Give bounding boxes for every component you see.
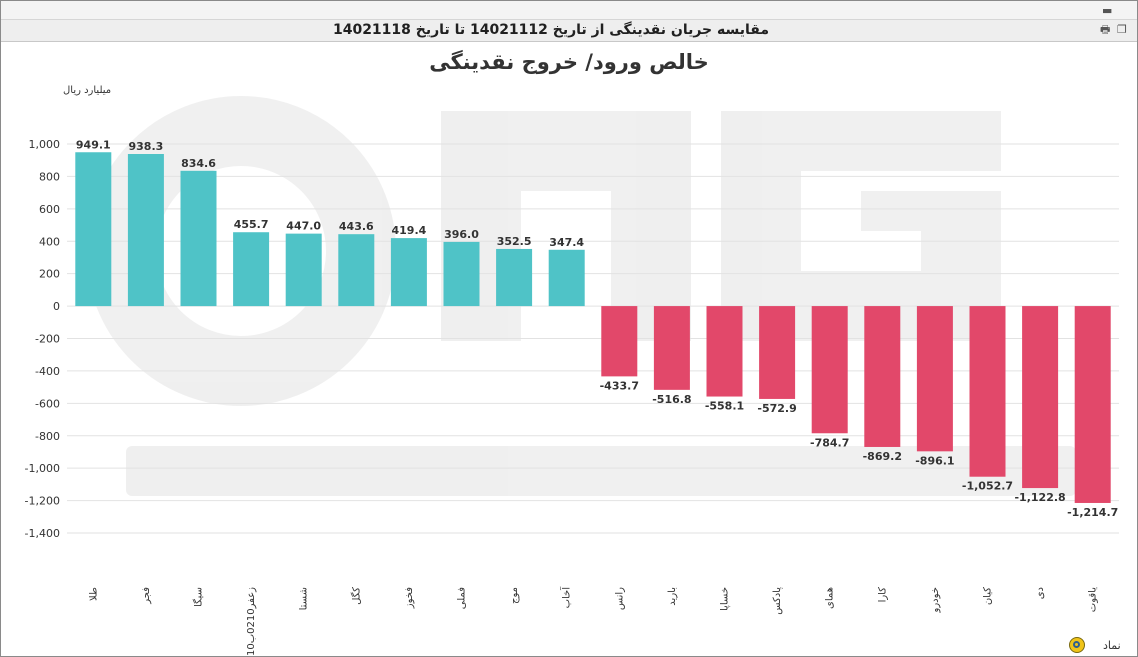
x-axis-title: نماد: [1103, 639, 1121, 652]
bar: [759, 306, 796, 399]
data-label: 396.0: [444, 228, 479, 241]
bar: [127, 154, 164, 307]
data-label: -1,122.8: [1014, 491, 1065, 504]
bar: [233, 232, 270, 307]
bar: [1022, 306, 1059, 489]
data-label: -558.1: [705, 400, 744, 413]
y-tick-label: 400: [39, 235, 60, 248]
data-label: -433.7: [600, 379, 639, 392]
y-tick-label: 200: [39, 268, 60, 281]
x-tick-label: همای: [825, 587, 836, 609]
data-label: 938.3: [129, 140, 164, 153]
data-label: -516.8: [652, 393, 691, 406]
x-tick-label: فجر: [141, 587, 152, 605]
x-tick-label: فملی: [457, 587, 468, 609]
data-label: 347.4: [549, 236, 584, 249]
x-tick-label: کیان: [983, 587, 994, 605]
bar: [916, 306, 953, 452]
bar: [601, 306, 638, 377]
window-title: مقایسه جریان نقدینگی از تاریخ 14021112 ت…: [332, 22, 770, 38]
window-top-bar: ▬: [1, 1, 1137, 20]
bar: [180, 170, 217, 307]
bar-series: [75, 152, 1111, 503]
bar: [864, 306, 901, 447]
y-tick-label: -600: [35, 397, 60, 410]
x-tick-label: کارا: [877, 587, 888, 603]
bar: [811, 306, 848, 434]
y-tick-label: -1,400: [25, 527, 60, 540]
data-label: -1,214.7: [1067, 506, 1118, 519]
window-minimize-icon[interactable]: ▬: [1102, 4, 1113, 17]
x-tick-label: موج: [509, 587, 520, 604]
y-tick-label: 600: [39, 203, 60, 216]
x-tick-label: طلا: [88, 587, 99, 601]
data-label: -869.2: [863, 450, 902, 463]
bar: [653, 306, 690, 390]
data-label: -784.7: [810, 436, 849, 449]
bar: [706, 306, 743, 397]
x-tick-label: زعفر0210ب10: [246, 587, 257, 655]
y-tick-label: -800: [35, 430, 60, 443]
y-tick-label: -1,200: [25, 495, 60, 508]
data-label: -896.1: [915, 454, 954, 467]
window-restore-icon[interactable]: ❐: [1117, 23, 1127, 36]
bar: [496, 248, 533, 307]
window-title-bar: 🖶 ❐ مقایسه جریان نقدینگی از تاریخ 140211…: [1, 20, 1137, 42]
data-labels: 949.1 938.3 834.6 455.7 447.0 443.6 419.4 396.0…: [76, 138, 1118, 519]
y-tick-label: 0: [53, 300, 60, 313]
data-label: 834.6: [181, 157, 216, 170]
bar: [390, 238, 427, 307]
data-label: -1,052.7: [962, 480, 1013, 493]
refresh-icon[interactable]: [1069, 637, 1085, 653]
data-label: 949.1: [76, 138, 111, 151]
printer-icon[interactable]: 🖶: [1100, 23, 1111, 36]
data-label: 447.0: [286, 220, 321, 233]
bar: [548, 249, 585, 307]
chart-area: خالص ورود/ خروج نقدینگی میلیارد ریال 1,0…: [25, 49, 1119, 655]
x-tick-label: رانس: [614, 587, 625, 610]
y-axis: 1,000 800 600 400 200 0 -200 -400 -600 -800 -1,000…: [25, 138, 60, 540]
bar: [1074, 306, 1111, 503]
bar: [443, 241, 480, 307]
x-tick-label: سیگا: [193, 587, 205, 607]
y-tick-label: 1,000: [29, 138, 61, 151]
data-label: 455.7: [234, 218, 269, 231]
x-axis: طلا فجر سیگا زعفر0210ب10 شستا کگل فخوز فملی موج آ…: [88, 586, 1098, 655]
x-tick-label: یاقوت: [1088, 587, 1099, 612]
x-tick-label: بارید: [667, 587, 678, 606]
bar: [75, 152, 112, 307]
bar: [338, 234, 375, 307]
y-tick-label: -1,000: [25, 462, 60, 475]
data-label: 352.5: [497, 235, 532, 248]
x-tick-label: فخوز: [404, 587, 415, 609]
x-tick-label: خساپا: [720, 587, 731, 611]
x-tick-label: دی: [1035, 587, 1046, 599]
y-tick-label: 800: [39, 170, 60, 183]
x-tick-label: پادکس: [772, 587, 783, 615]
y-axis-unit-label: میلیارد ریال: [63, 85, 111, 96]
y-tick-label: -200: [35, 333, 60, 346]
data-label: 419.4: [392, 224, 427, 237]
chart-title: خالص ورود/ خروج نقدینگی: [429, 49, 709, 75]
x-tick-label: آخاب: [560, 586, 573, 609]
y-tick-label: -400: [35, 365, 60, 378]
x-tick-label: خودرو: [930, 587, 941, 613]
data-label: 443.6: [339, 220, 374, 233]
bar: [285, 233, 322, 307]
bar: [969, 306, 1006, 477]
x-tick-label: کگل: [350, 587, 362, 605]
x-tick-label: شستا: [299, 587, 310, 610]
data-label: -572.9: [757, 402, 796, 415]
